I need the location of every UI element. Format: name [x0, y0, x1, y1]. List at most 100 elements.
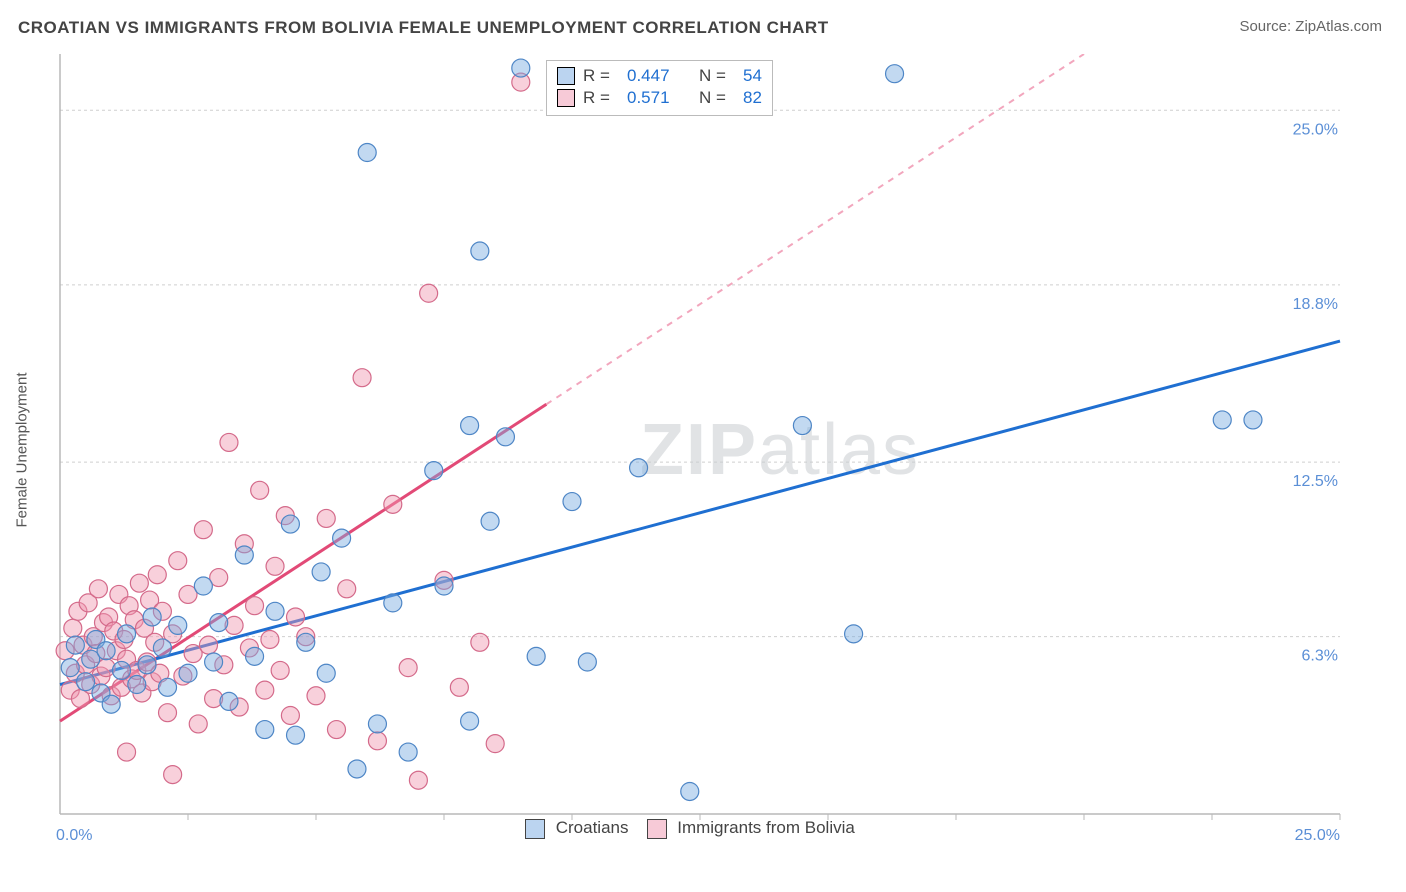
data-point — [435, 577, 453, 595]
legend-item-blue: Croatians — [525, 818, 629, 839]
data-point — [130, 574, 148, 592]
data-point — [338, 580, 356, 598]
data-point — [77, 673, 95, 691]
data-point — [148, 566, 166, 584]
data-point — [461, 712, 479, 730]
legend-r-pink: 0.571 — [627, 87, 691, 109]
data-point — [312, 563, 330, 581]
data-point — [486, 735, 504, 753]
data-point — [317, 509, 335, 527]
legend-item-pink: Immigrants from Bolivia — [647, 818, 855, 839]
legend-n-label: N = — [699, 65, 735, 87]
data-point — [461, 417, 479, 435]
data-point — [496, 428, 514, 446]
data-point — [199, 636, 217, 654]
data-point — [793, 417, 811, 435]
data-point — [307, 687, 325, 705]
data-point — [164, 766, 182, 784]
data-point — [886, 65, 904, 83]
data-point — [481, 512, 499, 530]
data-point — [246, 647, 264, 665]
data-point — [261, 630, 279, 648]
data-point — [102, 695, 120, 713]
data-point — [235, 546, 253, 564]
data-point — [66, 636, 84, 654]
data-point — [179, 664, 197, 682]
data-point — [138, 656, 156, 674]
data-point — [563, 493, 581, 511]
data-point — [189, 715, 207, 733]
data-point — [399, 659, 417, 677]
legend-n-pink: 82 — [743, 87, 762, 109]
source-label: Source: ZipAtlas.com — [1239, 18, 1382, 38]
data-point — [358, 144, 376, 162]
data-point — [271, 661, 289, 679]
data-point — [425, 462, 443, 480]
legend-text-blue: Croatians — [556, 818, 629, 837]
data-point — [317, 664, 335, 682]
data-point — [471, 633, 489, 651]
data-point — [112, 661, 130, 679]
data-point — [118, 743, 136, 761]
data-point — [384, 594, 402, 612]
data-point — [681, 782, 699, 800]
data-point — [527, 647, 545, 665]
data-point — [246, 597, 264, 615]
data-point — [210, 614, 228, 632]
data-point — [220, 692, 238, 710]
data-point — [333, 529, 351, 547]
data-point — [194, 577, 212, 595]
scatter-plot: 6.3%12.5%18.8%25.0% ZIPatlas 0.0% 25.0% — [50, 54, 1372, 846]
data-point — [256, 721, 274, 739]
data-point — [128, 676, 146, 694]
data-point — [266, 602, 284, 620]
data-point — [327, 721, 345, 739]
data-point — [399, 743, 417, 761]
data-point — [420, 284, 438, 302]
data-point — [578, 653, 596, 671]
data-point — [220, 433, 238, 451]
data-point — [143, 608, 161, 626]
chart-title: CROATIAN VS IMMIGRANTS FROM BOLIVIA FEMA… — [18, 18, 829, 38]
data-point — [297, 633, 315, 651]
data-point — [512, 59, 530, 77]
legend-row-blue: R = 0.447 N = 54 — [557, 65, 762, 87]
x-axis-start-label: 0.0% — [56, 827, 92, 844]
data-point — [1244, 411, 1262, 429]
data-point — [287, 608, 305, 626]
data-point — [266, 557, 284, 575]
legend-r-label: R = — [583, 87, 619, 109]
data-point — [61, 659, 79, 677]
data-point — [287, 726, 305, 744]
chart-area: Female Unemployment 6.3%12.5%18.8%25.0% … — [50, 54, 1372, 846]
legend-swatch-pink — [647, 819, 667, 839]
data-point — [89, 580, 107, 598]
data-point — [251, 481, 269, 499]
data-point — [118, 625, 136, 643]
data-point — [348, 760, 366, 778]
legend-text-pink: Immigrants from Bolivia — [677, 818, 855, 837]
svg-text:18.8%: 18.8% — [1293, 296, 1338, 313]
watermark: ZIPatlas — [640, 410, 920, 490]
correlation-legend: R = 0.447 N = 54 R = 0.571 N = 82 — [546, 60, 773, 116]
data-point — [256, 681, 274, 699]
svg-text:6.3%: 6.3% — [1302, 648, 1338, 665]
legend-row-pink: R = 0.571 N = 82 — [557, 87, 762, 109]
legend-swatch-blue — [525, 819, 545, 839]
data-point — [845, 625, 863, 643]
svg-text:12.5%: 12.5% — [1293, 473, 1338, 490]
data-point — [97, 642, 115, 660]
data-point — [1213, 411, 1231, 429]
data-point — [205, 653, 223, 671]
data-point — [368, 715, 386, 733]
data-point — [281, 515, 299, 533]
legend-swatch-blue — [557, 67, 575, 85]
data-point — [450, 678, 468, 696]
data-point — [64, 619, 82, 637]
data-point — [159, 678, 177, 696]
data-point — [169, 552, 187, 570]
legend-r-blue: 0.447 — [627, 65, 691, 87]
data-point — [281, 706, 299, 724]
data-point — [471, 242, 489, 260]
legend-n-label: N = — [699, 87, 735, 109]
